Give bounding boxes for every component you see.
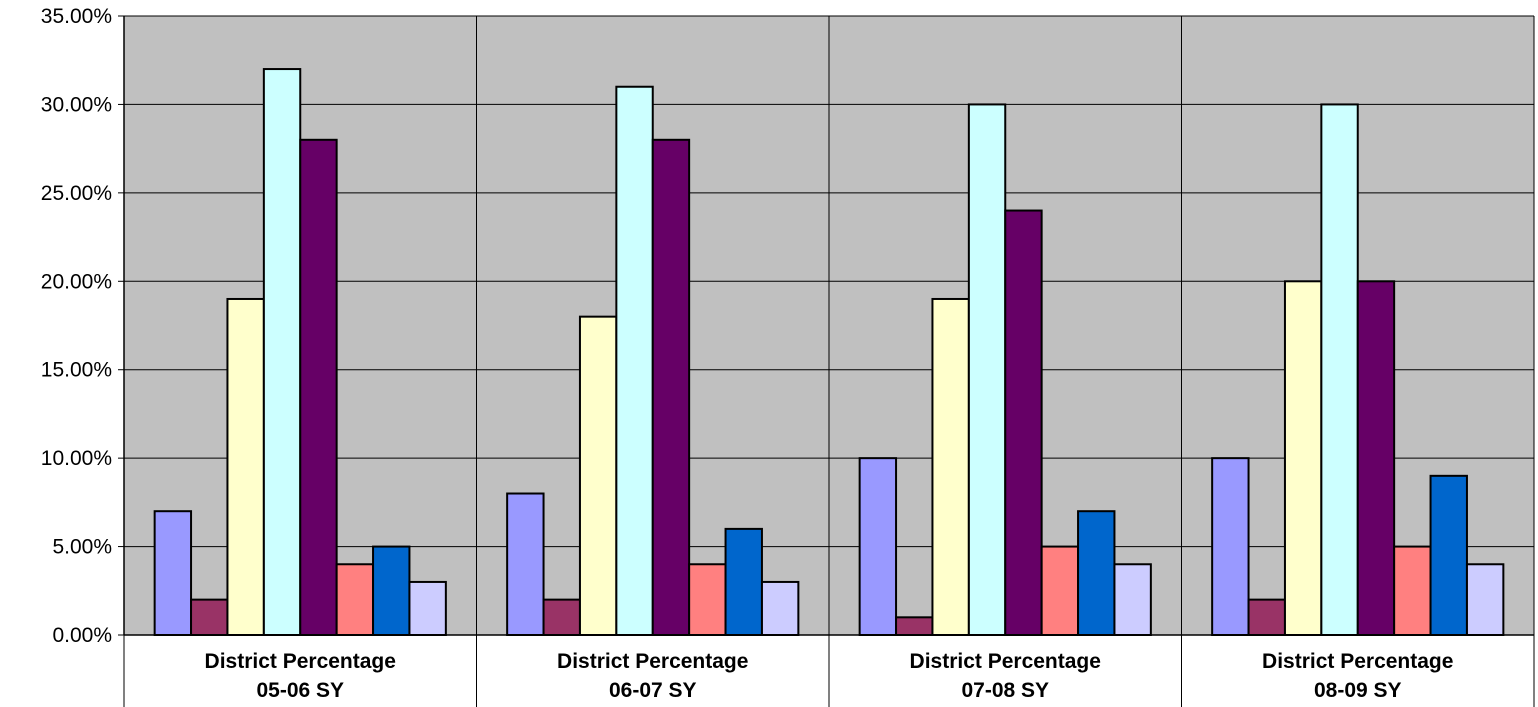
y-tick-label: 25.00%	[41, 182, 112, 205]
bar	[1429, 474, 1468, 637]
bar	[760, 580, 800, 637]
bar	[1247, 598, 1286, 637]
bar	[967, 103, 1007, 636]
bar	[226, 297, 265, 636]
bar	[578, 315, 618, 636]
category-separators	[476, 16, 1182, 635]
bar	[615, 85, 654, 636]
bar	[1356, 280, 1396, 636]
category-label: District Percentage	[205, 650, 396, 673]
bar	[408, 580, 447, 637]
bar	[190, 598, 229, 637]
bar	[153, 510, 193, 637]
bars	[153, 68, 1505, 637]
y-tick-label: 30.00%	[41, 93, 112, 116]
y-tick-label: 5.00%	[52, 536, 112, 559]
category-label: District Percentage	[557, 650, 748, 673]
bar	[1040, 545, 1080, 636]
y-tick-label: 10.00%	[41, 447, 112, 470]
bar	[299, 138, 338, 637]
category-label: 05-06 SY	[256, 679, 344, 702]
axes	[118, 15, 1535, 707]
bar	[1283, 280, 1323, 636]
category-label: 06-07 SY	[609, 679, 697, 702]
y-tick-label: 35.00%	[41, 5, 112, 28]
y-tick-label: 20.00%	[41, 270, 112, 293]
bar	[858, 457, 898, 636]
y-tick-label: 15.00%	[41, 359, 112, 382]
category-label: 07-08 SY	[961, 679, 1049, 702]
bar	[1393, 545, 1432, 636]
bar	[1004, 209, 1043, 637]
bar	[1113, 563, 1152, 636]
bar	[688, 563, 727, 636]
bar	[651, 138, 691, 637]
bar	[1320, 103, 1359, 636]
bar	[335, 563, 375, 636]
category-label: 08-09 SY	[1314, 679, 1402, 702]
category-label: District Percentage	[910, 650, 1101, 673]
y-tick-label: 0.00%	[52, 624, 112, 647]
y-tick-labels: 0.00% 5.00% 10.00% 15.00% 20.00% 25.00% 30.00%…	[41, 5, 112, 647]
bar	[931, 297, 970, 636]
bar	[1211, 457, 1250, 636]
bar	[1465, 563, 1505, 636]
bar	[895, 616, 934, 636]
bar	[506, 492, 545, 636]
category-label: District Percentage	[1262, 650, 1453, 673]
category-labels: District Percentage 05-06 SY District Perc…	[205, 650, 1454, 702]
bar	[542, 598, 581, 637]
bar	[262, 68, 302, 637]
bar	[372, 545, 411, 636]
bar	[724, 527, 763, 637]
bar	[1077, 510, 1116, 637]
